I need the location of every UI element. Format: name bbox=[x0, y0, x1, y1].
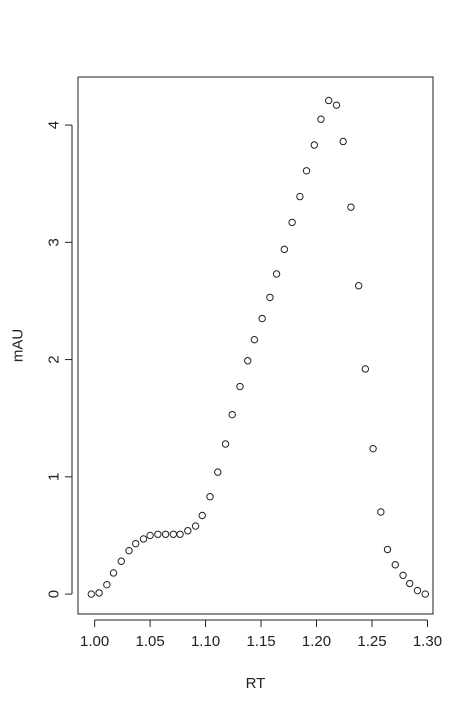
data-point bbox=[369, 444, 377, 453]
data-point bbox=[280, 245, 289, 254]
x-axis-label: RT bbox=[246, 675, 266, 692]
x-tick-label: 1.25 bbox=[357, 633, 386, 650]
data-point bbox=[95, 589, 103, 597]
x-tick-label: 1.00 bbox=[80, 633, 109, 650]
data-point bbox=[317, 115, 325, 123]
data-point bbox=[325, 96, 333, 105]
data-point bbox=[288, 218, 296, 227]
data-point bbox=[421, 590, 429, 598]
data-point bbox=[161, 530, 170, 538]
y-tick-label: 3 bbox=[46, 238, 63, 246]
x-tick-label: 1.05 bbox=[136, 633, 165, 650]
plot-area-border bbox=[77, 76, 434, 615]
data-point bbox=[184, 527, 192, 535]
data-point bbox=[139, 535, 148, 543]
data-point bbox=[117, 557, 125, 565]
data-point bbox=[109, 569, 118, 577]
data-point bbox=[244, 357, 252, 365]
data-point bbox=[125, 546, 133, 555]
data-point bbox=[103, 580, 111, 589]
x-tick-label: 1.10 bbox=[191, 633, 220, 650]
x-tick-label: 1.30 bbox=[413, 633, 442, 650]
data-point bbox=[258, 314, 266, 323]
data-point bbox=[250, 335, 259, 344]
x-axis: 1.00 1.05 1.10 1.15 1.20 1.25 1.30 bbox=[80, 619, 442, 650]
y-tick-label: 0 bbox=[46, 590, 63, 598]
data-point bbox=[154, 530, 162, 538]
data-point bbox=[406, 579, 414, 588]
x-tick-label: 1.20 bbox=[302, 633, 331, 650]
data-point bbox=[347, 203, 355, 211]
data-point bbox=[272, 270, 281, 278]
data-point bbox=[332, 101, 341, 109]
data-point bbox=[266, 293, 274, 302]
data-point bbox=[131, 539, 140, 548]
data-point bbox=[383, 545, 392, 554]
data-point bbox=[236, 382, 244, 391]
data-point bbox=[146, 531, 154, 540]
data-points bbox=[87, 96, 429, 598]
data-point bbox=[354, 282, 363, 290]
data-point bbox=[176, 530, 184, 538]
data-point bbox=[302, 167, 311, 175]
data-point bbox=[191, 522, 200, 530]
data-point bbox=[391, 561, 399, 569]
data-point bbox=[214, 468, 222, 476]
data-point bbox=[87, 590, 96, 598]
data-point bbox=[221, 440, 230, 448]
y-tick-label: 4 bbox=[46, 121, 63, 129]
data-point bbox=[339, 137, 347, 146]
data-point bbox=[296, 192, 304, 201]
y-axis-label: mAU bbox=[10, 329, 27, 362]
data-point bbox=[361, 365, 370, 373]
data-point bbox=[377, 508, 385, 516]
data-point bbox=[310, 141, 318, 149]
y-tick-label: 2 bbox=[46, 355, 63, 363]
y-axis: 0 1 2 3 4 bbox=[46, 121, 73, 598]
data-point bbox=[228, 410, 236, 419]
data-point bbox=[198, 511, 206, 520]
data-point bbox=[413, 586, 422, 595]
data-point bbox=[206, 493, 214, 501]
y-tick-label: 1 bbox=[46, 473, 63, 481]
data-point bbox=[399, 571, 407, 580]
x-tick-label: 1.15 bbox=[246, 633, 275, 650]
